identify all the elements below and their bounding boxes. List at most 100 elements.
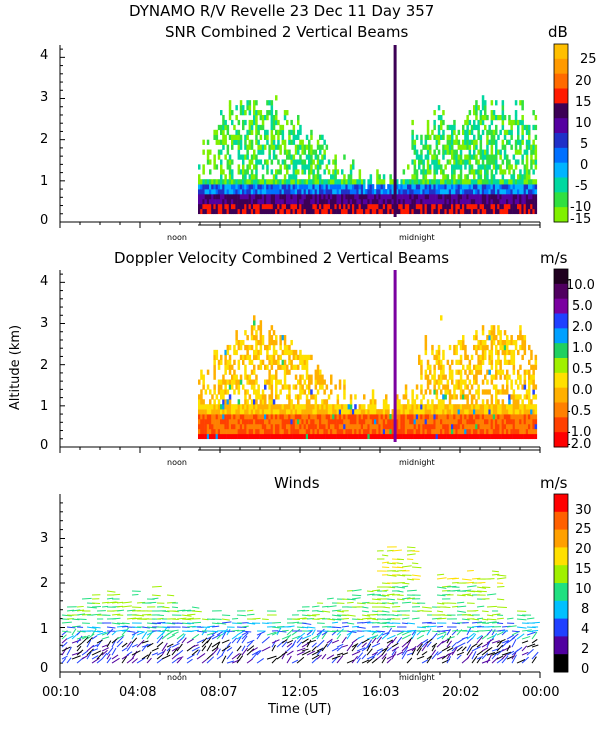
wind-barb <box>301 622 312 625</box>
doppler-cell <box>442 374 445 380</box>
snr-cell <box>376 179 379 185</box>
doppler-cell <box>213 359 216 365</box>
doppler-cell <box>484 374 487 380</box>
snr-cell <box>534 144 538 150</box>
doppler-cell <box>228 379 232 385</box>
snr-cell <box>426 169 430 175</box>
doppler-cell <box>316 404 320 410</box>
snr-cell <box>349 184 353 190</box>
wind-barb <box>101 647 110 652</box>
doppler-cell <box>305 369 309 375</box>
doppler-cell <box>369 404 373 410</box>
snr-cell <box>411 184 414 190</box>
doppler-cell <box>217 384 221 390</box>
snr-cell <box>431 154 434 160</box>
doppler-cell <box>367 404 370 410</box>
wind-barb <box>431 630 441 633</box>
snr-cell <box>389 184 392 190</box>
doppler-cell <box>457 409 461 415</box>
noon-marker-3: noon <box>167 673 187 682</box>
snr-cell <box>468 110 472 116</box>
snr-cell <box>495 184 498 190</box>
snr-cell <box>468 139 472 145</box>
wind-barb <box>366 639 373 648</box>
snr-cell <box>490 134 494 140</box>
snr-cell <box>508 159 511 165</box>
snr-cell <box>413 194 417 200</box>
wind-barb <box>231 618 239 620</box>
wind-barb <box>216 648 221 656</box>
snr-cell <box>314 154 318 160</box>
doppler-cell <box>506 344 509 351</box>
snr-cell <box>261 164 265 170</box>
wind-barb <box>271 626 281 629</box>
snr-cell <box>499 198 502 205</box>
doppler-cell <box>481 433 485 440</box>
snr-cell <box>418 203 421 210</box>
wind-barb <box>371 598 381 601</box>
doppler-cell <box>314 414 318 420</box>
doppler-cell <box>279 404 282 410</box>
snr-cell <box>292 189 296 195</box>
doppler-cell <box>475 428 478 435</box>
doppler-cell <box>244 374 247 380</box>
doppler-cell <box>512 419 516 425</box>
doppler-cell <box>466 374 469 380</box>
doppler-cell <box>501 399 505 405</box>
doppler-cell <box>338 433 342 440</box>
wind-barb <box>311 646 317 652</box>
snr-cell <box>338 189 342 195</box>
doppler-cell <box>468 369 472 375</box>
wind-barb <box>176 649 184 656</box>
doppler-cell <box>215 404 219 410</box>
doppler-cell <box>424 369 428 375</box>
snr-cell <box>479 164 483 170</box>
doppler-cell <box>330 389 333 395</box>
wind-barb <box>486 646 493 652</box>
doppler-cell <box>299 433 302 440</box>
doppler-cell <box>490 404 494 410</box>
snr-cell <box>279 208 282 215</box>
doppler-cell <box>242 384 245 390</box>
doppler-cell <box>283 404 287 410</box>
panel2-colorbar-segment <box>554 600 568 620</box>
wind-barb <box>376 632 384 640</box>
wind-barb <box>236 635 243 640</box>
doppler-cell <box>202 404 205 410</box>
snr-cell <box>479 179 483 185</box>
doppler-cell <box>525 428 529 435</box>
snr-cell <box>495 208 498 215</box>
snr-cell <box>488 208 491 215</box>
snr-cell <box>457 164 461 170</box>
wind-barb <box>416 626 427 629</box>
snr-cell <box>413 203 417 210</box>
doppler-cell <box>233 344 236 351</box>
doppler-cell <box>484 339 487 346</box>
doppler-cell <box>492 330 496 336</box>
snr-cell <box>479 149 483 155</box>
panel0-colorbar-segment <box>554 103 568 119</box>
snr-cell <box>358 194 362 200</box>
snr-cell <box>246 144 249 150</box>
wind-barb <box>216 622 227 625</box>
doppler-cell <box>510 339 513 346</box>
doppler-cell <box>312 419 315 425</box>
doppler-cell <box>338 379 342 385</box>
snr-cell <box>453 159 456 165</box>
doppler-cell <box>402 419 406 425</box>
doppler-cell <box>228 354 232 361</box>
doppler-cell <box>275 428 278 435</box>
snr-cell <box>250 208 254 215</box>
doppler-cell <box>220 389 223 395</box>
doppler-cell <box>517 399 520 405</box>
doppler-cell <box>508 339 511 346</box>
doppler-cell <box>389 433 392 440</box>
wind-barb <box>216 631 223 636</box>
doppler-cell <box>237 399 241 405</box>
doppler-cell <box>391 414 395 420</box>
snr-cell <box>358 203 362 210</box>
snr-cell <box>330 179 333 185</box>
doppler-cell <box>490 423 494 430</box>
snr-cell <box>514 144 518 150</box>
snr-cell <box>202 169 205 175</box>
